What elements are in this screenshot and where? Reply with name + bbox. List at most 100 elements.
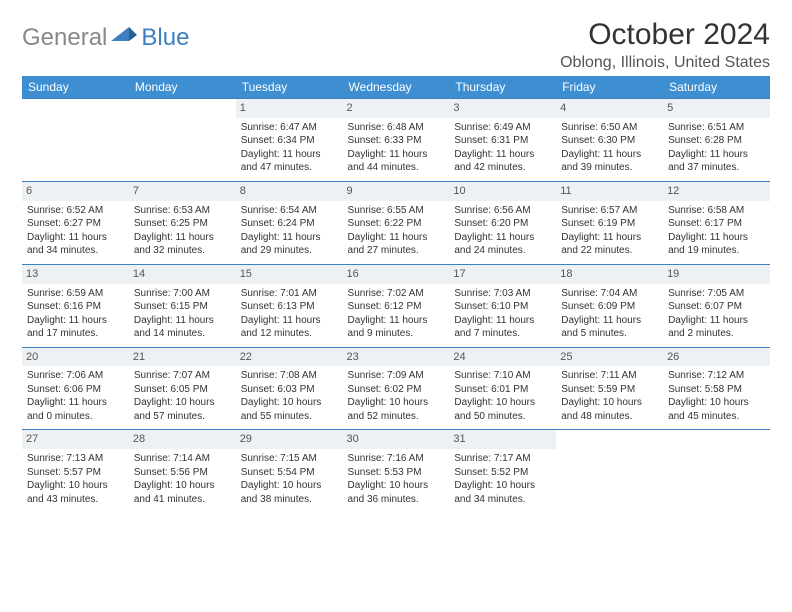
day-number: 16 xyxy=(343,265,450,284)
calendar-cell: 24Sunrise: 7:10 AMSunset: 6:01 PMDayligh… xyxy=(449,347,556,430)
sunrise-line: Sunrise: 6:50 AM xyxy=(561,121,658,135)
daylight-line: Daylight: 10 hours and 48 minutes. xyxy=(561,396,658,423)
sunset-line: Sunset: 6:22 PM xyxy=(348,217,445,231)
calendar-cell: 17Sunrise: 7:03 AMSunset: 6:10 PMDayligh… xyxy=(449,264,556,347)
calendar-cell-empty xyxy=(663,430,770,512)
calendar-cell: 19Sunrise: 7:05 AMSunset: 6:07 PMDayligh… xyxy=(663,264,770,347)
sunset-line: Sunset: 5:53 PM xyxy=(348,466,445,480)
sunset-line: Sunset: 6:07 PM xyxy=(668,300,765,314)
calendar-cell: 18Sunrise: 7:04 AMSunset: 6:09 PMDayligh… xyxy=(556,264,663,347)
sunrise-line: Sunrise: 7:03 AM xyxy=(454,287,551,301)
sunrise-line: Sunrise: 6:47 AM xyxy=(241,121,338,135)
sunset-line: Sunset: 6:15 PM xyxy=(134,300,231,314)
sunrise-line: Sunrise: 7:04 AM xyxy=(561,287,658,301)
sunset-line: Sunset: 6:16 PM xyxy=(27,300,124,314)
calendar-cell: 3Sunrise: 6:49 AMSunset: 6:31 PMDaylight… xyxy=(449,99,556,182)
day-number: 7 xyxy=(129,182,236,201)
calendar-cell-empty xyxy=(22,99,129,182)
daylight-line: Daylight: 11 hours and 2 minutes. xyxy=(668,314,765,341)
day-number: 28 xyxy=(129,430,236,449)
calendar-cell: 31Sunrise: 7:17 AMSunset: 5:52 PMDayligh… xyxy=(449,430,556,512)
weekday-header: Friday xyxy=(556,76,663,99)
sunset-line: Sunset: 6:33 PM xyxy=(348,134,445,148)
calendar-row: 13Sunrise: 6:59 AMSunset: 6:16 PMDayligh… xyxy=(22,264,770,347)
sunset-line: Sunset: 6:20 PM xyxy=(454,217,551,231)
daylight-line: Daylight: 10 hours and 55 minutes. xyxy=(241,396,338,423)
calendar-cell: 27Sunrise: 7:13 AMSunset: 5:57 PMDayligh… xyxy=(22,430,129,512)
sunset-line: Sunset: 6:09 PM xyxy=(561,300,658,314)
calendar-cell-empty xyxy=(556,430,663,512)
day-number: 30 xyxy=(343,430,450,449)
sunrise-line: Sunrise: 6:55 AM xyxy=(348,204,445,218)
calendar-row: 6Sunrise: 6:52 AMSunset: 6:27 PMDaylight… xyxy=(22,181,770,264)
sunset-line: Sunset: 5:59 PM xyxy=(561,383,658,397)
calendar-cell: 8Sunrise: 6:54 AMSunset: 6:24 PMDaylight… xyxy=(236,181,343,264)
daylight-line: Daylight: 11 hours and 22 minutes. xyxy=(561,231,658,258)
sunset-line: Sunset: 6:30 PM xyxy=(561,134,658,148)
daylight-line: Daylight: 10 hours and 41 minutes. xyxy=(134,479,231,506)
daylight-line: Daylight: 10 hours and 50 minutes. xyxy=(454,396,551,423)
sunset-line: Sunset: 6:12 PM xyxy=(348,300,445,314)
calendar-cell: 9 Sunrise: 6:55 AMSunset: 6:22 PMDaylight… xyxy=(343,181,450,264)
sunrise-line: Sunrise: 6:57 AM xyxy=(561,204,658,218)
calendar-cell: 22Sunrise: 7:08 AMSunset: 6:03 PMDayligh… xyxy=(236,347,343,430)
day-number: 21 xyxy=(129,348,236,367)
sunset-line: Sunset: 6:03 PM xyxy=(241,383,338,397)
day-number: 22 xyxy=(236,348,343,367)
sunset-line: Sunset: 5:56 PM xyxy=(134,466,231,480)
daylight-line: Daylight: 10 hours and 43 minutes. xyxy=(27,479,124,506)
sunset-line: Sunset: 6:17 PM xyxy=(668,217,765,231)
day-number: 20 xyxy=(22,348,129,367)
sunset-line: Sunset: 6:06 PM xyxy=(27,383,124,397)
daylight-line: Daylight: 11 hours and 34 minutes. xyxy=(27,231,124,258)
sunrise-line: Sunrise: 6:49 AM xyxy=(454,121,551,135)
weekday-header: Thursday xyxy=(449,76,556,99)
sunrise-line: Sunrise: 7:17 AM xyxy=(454,452,551,466)
sunset-line: Sunset: 5:58 PM xyxy=(668,383,765,397)
calendar-cell: 23Sunrise: 7:09 AMSunset: 6:02 PMDayligh… xyxy=(343,347,450,430)
calendar-cell: 16Sunrise: 7:02 AMSunset: 6:12 PMDayligh… xyxy=(343,264,450,347)
sunset-line: Sunset: 6:10 PM xyxy=(454,300,551,314)
sunrise-line: Sunrise: 7:02 AM xyxy=(348,287,445,301)
weekday-header-row: Sunday Monday Tuesday Wednesday Thursday… xyxy=(22,76,770,99)
calendar-cell: 2Sunrise: 6:48 AMSunset: 6:33 PMDaylight… xyxy=(343,99,450,182)
day-number: 2 xyxy=(343,99,450,118)
logo-text-blue: Blue xyxy=(141,24,189,52)
daylight-line: Daylight: 11 hours and 14 minutes. xyxy=(134,314,231,341)
sunrise-line: Sunrise: 7:16 AM xyxy=(348,452,445,466)
weekday-header: Saturday xyxy=(663,76,770,99)
sunset-line: Sunset: 5:57 PM xyxy=(27,466,124,480)
sunset-line: Sunset: 5:54 PM xyxy=(241,466,338,480)
daylight-line: Daylight: 10 hours and 45 minutes. xyxy=(668,396,765,423)
logo-icon xyxy=(111,24,137,52)
location-subtitle: Oblong, Illinois, United States xyxy=(560,54,770,72)
day-number: 11 xyxy=(556,182,663,201)
daylight-line: Daylight: 10 hours and 36 minutes. xyxy=(348,479,445,506)
daylight-line: Daylight: 10 hours and 38 minutes. xyxy=(241,479,338,506)
day-number: 31 xyxy=(449,430,556,449)
sunrise-line: Sunrise: 7:10 AM xyxy=(454,369,551,383)
logo: General Blue xyxy=(22,18,189,52)
daylight-line: Daylight: 11 hours and 0 minutes. xyxy=(27,396,124,423)
calendar-cell: 21Sunrise: 7:07 AMSunset: 6:05 PMDayligh… xyxy=(129,347,236,430)
sunset-line: Sunset: 6:01 PM xyxy=(454,383,551,397)
daylight-line: Daylight: 11 hours and 27 minutes. xyxy=(348,231,445,258)
day-number: 23 xyxy=(343,348,450,367)
title-block: October 2024 Oblong, Illinois, United St… xyxy=(560,18,770,72)
day-number: 29 xyxy=(236,430,343,449)
sunset-line: Sunset: 6:27 PM xyxy=(27,217,124,231)
daylight-line: Daylight: 11 hours and 19 minutes. xyxy=(668,231,765,258)
day-number: 18 xyxy=(556,265,663,284)
day-number: 9 xyxy=(343,182,450,201)
calendar-cell: 13Sunrise: 6:59 AMSunset: 6:16 PMDayligh… xyxy=(22,264,129,347)
calendar-cell: 29Sunrise: 7:15 AMSunset: 5:54 PMDayligh… xyxy=(236,430,343,512)
calendar-cell: 6Sunrise: 6:52 AMSunset: 6:27 PMDaylight… xyxy=(22,181,129,264)
day-number: 26 xyxy=(663,348,770,367)
calendar-cell: 11Sunrise: 6:57 AMSunset: 6:19 PMDayligh… xyxy=(556,181,663,264)
sunrise-line: Sunrise: 6:54 AM xyxy=(241,204,338,218)
calendar-body: 1Sunrise: 6:47 AMSunset: 6:34 PMDaylight… xyxy=(22,99,770,513)
calendar-cell: 25Sunrise: 7:11 AMSunset: 5:59 PMDayligh… xyxy=(556,347,663,430)
sunrise-line: Sunrise: 6:56 AM xyxy=(454,204,551,218)
sunrise-line: Sunrise: 6:51 AM xyxy=(668,121,765,135)
calendar-cell: 4Sunrise: 6:50 AMSunset: 6:30 PMDaylight… xyxy=(556,99,663,182)
